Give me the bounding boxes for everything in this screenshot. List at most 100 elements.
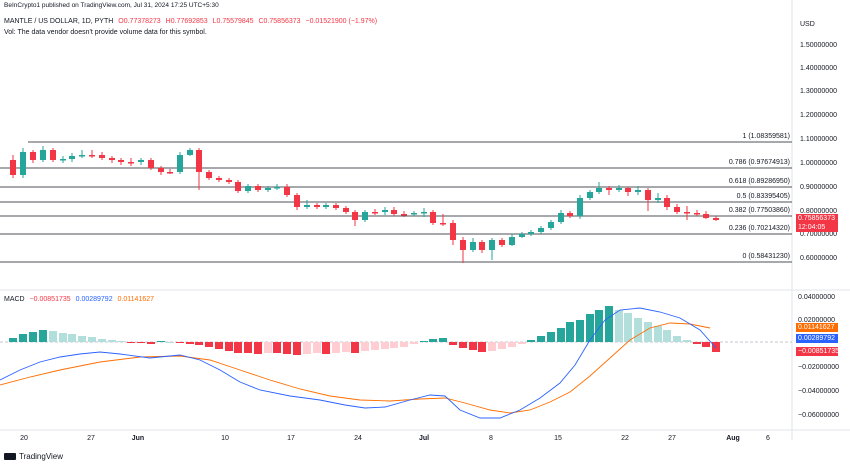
macd-histogram-value: −0.00851735 <box>29 296 71 303</box>
candle-body <box>128 162 134 164</box>
histogram-bar <box>39 330 47 342</box>
publish-info: BeInCrypto1 published on TradingView.com… <box>4 2 219 9</box>
candle-body <box>548 222 554 228</box>
histogram-bar <box>624 313 632 342</box>
price-tick-label: 1.30000000 <box>800 88 837 95</box>
time-axis[interactable]: 20 27 Jun 10 17 24 Jul 8 15 22 27 Aug 6 <box>20 435 770 442</box>
price-tick-label: 1.10000000 <box>800 136 837 143</box>
macd-axis[interactable]: 0.04000000 0.02000000 −0.02000000 −0.040000… <box>798 294 839 419</box>
histogram-bar <box>244 342 252 353</box>
candle-body <box>450 223 456 240</box>
fib-level-label: 0.786 (0.97674913) <box>729 159 790 166</box>
fib-level-label: 0 (0.58431230) <box>743 253 790 260</box>
candle-body <box>703 214 709 218</box>
histogram-bar <box>283 342 291 354</box>
histogram-bar <box>127 342 135 343</box>
candle-body <box>60 159 66 161</box>
histogram-bar <box>654 326 662 342</box>
histogram-bar <box>225 342 233 351</box>
histogram-bar <box>9 338 17 342</box>
histogram-bar <box>293 342 301 355</box>
candle-body <box>323 205 329 207</box>
fibonacci-retracement[interactable]: 1 (1.08359581) 0.786 (0.97674913) 0.618 (0… <box>0 133 792 263</box>
histogram-bar <box>361 342 369 351</box>
histogram-bar <box>351 342 359 353</box>
time-tick-label: 27 <box>668 435 676 442</box>
candlestick-series[interactable] <box>10 146 719 263</box>
histogram-bar <box>693 342 701 344</box>
histogram-bar <box>615 310 623 342</box>
time-tick-label: 24 <box>354 435 362 442</box>
candle-body <box>206 172 212 178</box>
macd-tick-label: −0.06000000 <box>798 412 839 419</box>
histogram-bar <box>342 342 350 352</box>
histogram-bar <box>117 341 125 342</box>
macd-legend[interactable]: MACD −0.00851735 0.00289792 0.01141627 <box>4 296 157 303</box>
histogram-bar <box>576 320 584 342</box>
candle-body <box>226 180 232 182</box>
candle-body <box>333 205 339 208</box>
symbol-name[interactable]: MANTLE / US DOLLAR, 1D, PYTH <box>4 18 114 25</box>
candle-body <box>479 242 485 250</box>
time-tick-label: 8 <box>489 435 493 442</box>
histogram-bar <box>254 342 262 354</box>
candle-body <box>616 188 622 190</box>
candle-body <box>274 187 280 189</box>
histogram-bar <box>215 342 223 349</box>
macd-tick-label: −0.02000000 <box>798 364 839 371</box>
histogram-bar <box>195 342 203 345</box>
fib-level-label: 0.236 (0.70214320) <box>729 225 790 232</box>
candle-body <box>664 198 670 207</box>
histogram-bar <box>49 331 57 342</box>
volume-note: Vol: The data vendor doesn't provide vol… <box>4 29 207 36</box>
histogram-bar <box>68 334 76 342</box>
candle-body <box>187 150 193 155</box>
signal-line-value: 0.01141627 <box>117 296 155 303</box>
macd-tick-label: 0.04000000 <box>798 294 835 301</box>
candle-body <box>50 150 56 160</box>
candle-body <box>362 212 368 220</box>
candle-body <box>99 155 105 158</box>
time-tick-label: 10 <box>221 435 229 442</box>
candle-body <box>538 228 544 232</box>
histogram-bar <box>498 342 506 349</box>
fib-level-label: 1 (1.08359581) <box>743 133 790 140</box>
candle-body <box>401 214 407 216</box>
macd-title: MACD <box>4 296 25 303</box>
histogram-bar <box>683 340 691 342</box>
fib-level-label: 0.618 (0.89286950) <box>729 178 790 185</box>
candle-body <box>79 155 85 157</box>
candle-body <box>645 190 651 200</box>
histogram-bar <box>702 342 710 347</box>
fib-level-label: 0.382 (0.77503860) <box>729 207 790 214</box>
candle-body <box>509 237 515 245</box>
histogram-bar <box>439 338 447 342</box>
histogram-bar <box>566 322 574 342</box>
candle-body <box>10 160 16 175</box>
candle-body <box>470 242 476 250</box>
histogram-bar <box>586 314 594 342</box>
histogram-bar <box>390 342 398 348</box>
histogram-bar <box>488 342 496 351</box>
ohlc-legend[interactable]: MANTLE / US DOLLAR, 1D, PYTH O0.77378273… <box>4 18 380 25</box>
time-tick-label: 6 <box>766 435 770 442</box>
histogram-bar <box>205 342 213 347</box>
time-tick-label: 15 <box>554 435 562 442</box>
histogram-bar <box>157 341 165 342</box>
candle-body <box>284 187 290 195</box>
histogram-bar <box>459 342 467 348</box>
fib-level-label: 0.5 (0.83395405) <box>737 193 790 200</box>
histogram-bar <box>712 342 720 352</box>
candle-body <box>167 172 173 174</box>
price-tick-label: 1.50000000 <box>800 42 837 49</box>
candle-body <box>411 213 417 215</box>
candle-body <box>625 188 631 192</box>
price-tick-label: 0.80000000 <box>800 208 837 215</box>
price-axis[interactable]: 1.50000000 1.40000000 1.30000000 1.20000000… <box>800 42 837 262</box>
histogram-bar <box>557 328 565 342</box>
histogram-bar <box>264 342 272 353</box>
candle-body <box>684 212 690 214</box>
histogram-bar <box>508 342 516 347</box>
histogram-bar <box>137 342 145 343</box>
